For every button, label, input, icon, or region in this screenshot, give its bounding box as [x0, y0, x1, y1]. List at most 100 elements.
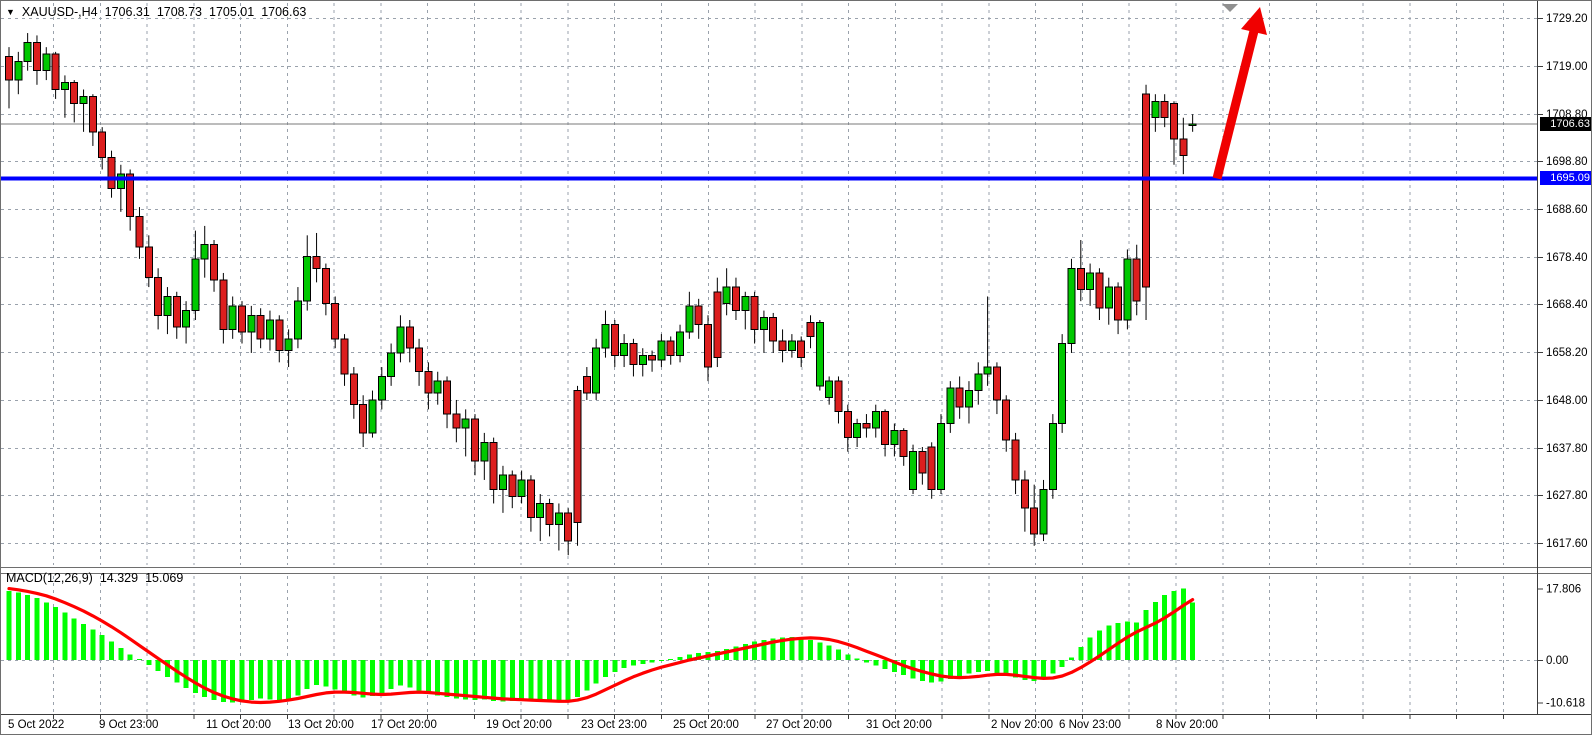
- macd-histogram-bar: [1180, 588, 1186, 660]
- macd-histogram-bar: [845, 654, 851, 660]
- candle-body: [545, 502, 554, 526]
- candle-body: [974, 373, 983, 392]
- macd-histogram-bar: [500, 660, 506, 702]
- candle-body: [834, 380, 843, 413]
- macd-histogram-bar: [62, 612, 68, 660]
- candle-body: [275, 319, 284, 352]
- macd-histogram-bar: [192, 660, 198, 693]
- macd-tick-label[interactable]: 0.00: [1546, 655, 1568, 667]
- candle-body: [815, 321, 824, 387]
- macd-histogram-bar: [826, 645, 832, 660]
- candle-body: [377, 375, 386, 401]
- candle-body: [1067, 267, 1076, 345]
- time-axis-label[interactable]: 13 Oct 20:00: [288, 719, 354, 731]
- candle-body: [1002, 399, 1011, 441]
- candle-body: [210, 244, 219, 281]
- time-axis-label[interactable]: 23 Oct 23:00: [581, 719, 647, 731]
- macd-histogram-bar: [276, 660, 282, 701]
- candle-body: [443, 380, 452, 415]
- macd-histogram-bar: [267, 660, 273, 700]
- symbol-dropdown-icon[interactable]: ▼: [6, 6, 15, 17]
- candle-body: [517, 479, 526, 497]
- macd-histogram-bar: [752, 641, 758, 660]
- price-tick-label[interactable]: 1678.40: [1546, 252, 1588, 264]
- price-tick-label[interactable]: 1688.60: [1546, 204, 1588, 216]
- candle-body: [899, 430, 908, 457]
- candle-body: [927, 446, 936, 490]
- macd-histogram-bar: [882, 660, 888, 669]
- candle-body: [741, 295, 750, 312]
- macd-histogram-bar: [416, 660, 422, 691]
- time-axis-label[interactable]: 25 Oct 20:00: [673, 719, 739, 731]
- macd-histogram-bar: [1124, 621, 1130, 660]
- candle-body: [172, 295, 181, 328]
- macd-histogram-bar: [724, 648, 730, 660]
- price-tick-label[interactable]: 1729.20: [1546, 13, 1588, 25]
- candle-body: [489, 441, 498, 490]
- candle-body: [554, 512, 563, 526]
- macd-histogram-bar: [397, 660, 403, 686]
- chart-shift-marker-icon[interactable]: [1222, 4, 1238, 12]
- candle-body: [471, 418, 479, 462]
- time-axis-label[interactable]: 17 Oct 20:00: [371, 719, 437, 731]
- macd-tick-label[interactable]: -10.618: [1546, 698, 1585, 710]
- candle-body: [853, 422, 862, 439]
- time-axis-label[interactable]: 27 Oct 20:00: [766, 719, 832, 731]
- macd-histogram-bar: [808, 639, 814, 660]
- macd-histogram-bar: [202, 660, 208, 697]
- price-tick-label[interactable]: 1719.00: [1546, 61, 1588, 73]
- candle-body: [573, 390, 582, 523]
- candle-body: [293, 300, 302, 340]
- time-axis-label[interactable]: 11 Oct 20:00: [206, 719, 271, 731]
- time-axis-label[interactable]: 19 Oct 20:00: [486, 719, 552, 731]
- macd-histogram-bar: [575, 660, 581, 697]
- candle-body: [1011, 439, 1020, 481]
- time-axis-label[interactable]: 2 Nov 20:00: [991, 719, 1053, 731]
- up-arrow-shaft[interactable]: [1212, 29, 1259, 180]
- macd-histogram-bar: [407, 660, 413, 688]
- time-axis-label[interactable]: 9 Oct 23:00: [99, 719, 158, 731]
- candle-body: [759, 317, 768, 330]
- macd-histogram-bar: [34, 598, 40, 660]
- macd-histogram-bar: [891, 660, 897, 673]
- candle-body: [23, 41, 32, 62]
- macd-histogram-bar: [1059, 660, 1065, 668]
- candle-body: [238, 305, 246, 333]
- candle-body: [601, 324, 610, 349]
- time-axis-label[interactable]: 6 Nov 23:00: [1059, 719, 1121, 731]
- macd-histogram-bar: [90, 629, 96, 660]
- candle-body: [191, 258, 200, 312]
- candle-body: [247, 314, 256, 333]
- candle-body: [498, 474, 507, 490]
- hline-price-tag: 1695.09: [1540, 171, 1591, 186]
- price-tick-label[interactable]: 1627.80: [1546, 490, 1588, 502]
- candle-body: [564, 512, 573, 542]
- macd-histogram-bar: [6, 591, 12, 660]
- candle-body: [964, 390, 973, 408]
- time-axis-label[interactable]: 8 Nov 20:00: [1156, 719, 1218, 731]
- macd-histogram-bar: [947, 660, 953, 680]
- macd-histogram-bar: [668, 658, 674, 660]
- price-tick-label[interactable]: 1668.40: [1546, 299, 1588, 311]
- price-tick-label[interactable]: 1648.00: [1546, 395, 1588, 407]
- candle-body: [862, 422, 871, 429]
- chart-header: ▼ XAUUSD-,H4 1706.31 1708.73 1705.01 170…: [6, 5, 306, 19]
- price-tick-label[interactable]: 1637.80: [1546, 443, 1588, 455]
- macd-histogram-bar: [547, 660, 553, 702]
- candle-body: [79, 96, 88, 105]
- candle-body: [713, 291, 722, 359]
- candle-body: [610, 324, 619, 356]
- macd-histogram-bar: [81, 623, 87, 660]
- candle-body: [219, 279, 228, 330]
- candle-body: [825, 380, 834, 399]
- time-axis-label[interactable]: 31 Oct 20:00: [866, 719, 932, 731]
- price-tick-label[interactable]: 1658.20: [1546, 347, 1588, 359]
- price-tick-label[interactable]: 1617.60: [1546, 538, 1588, 550]
- up-arrow-head[interactable]: [1241, 7, 1267, 35]
- price-tick-label[interactable]: 1698.80: [1546, 156, 1588, 168]
- time-axis-label[interactable]: 5 Oct 2022: [8, 719, 64, 731]
- candle-body: [508, 474, 517, 497]
- macd-histogram-bar: [789, 637, 795, 660]
- macd-tick-label[interactable]: 17.806: [1546, 584, 1581, 596]
